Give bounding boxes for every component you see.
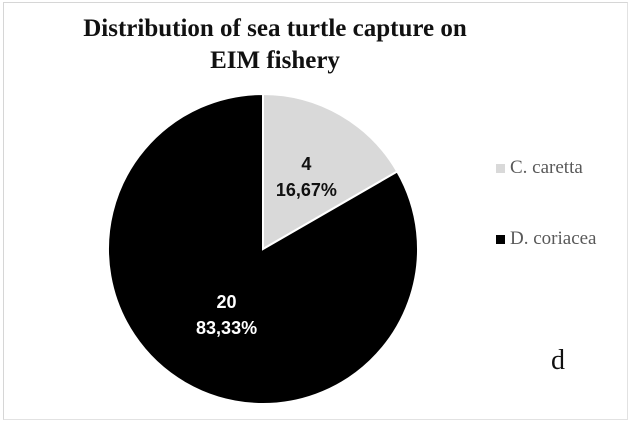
legend-item-c-caretta: C. caretta — [496, 158, 583, 178]
legend-swatch-c-caretta — [496, 164, 505, 173]
legend-item-d-coriacea: D. coriacea — [496, 229, 597, 249]
data-label-value-d-coriacea: 20 — [217, 292, 237, 312]
data-label-percent-c-caretta: 16,67% — [276, 180, 337, 200]
legend-swatch-d-coriacea — [496, 235, 505, 244]
data-label-value-c-caretta: 4 — [301, 154, 311, 174]
panel-letter: d — [551, 345, 565, 377]
data-label-percent-d-coriacea: 83,33% — [196, 318, 257, 338]
legend-label-d-coriacea: D. coriacea — [510, 228, 597, 250]
legend-label-c-caretta: C. caretta — [510, 157, 583, 179]
